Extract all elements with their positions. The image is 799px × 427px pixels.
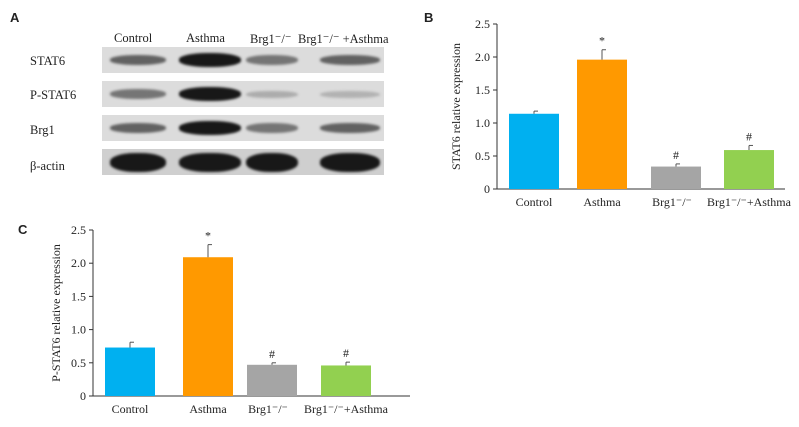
panel-c-y-axis-label: P-STAT6 relative expression xyxy=(49,244,63,382)
blot-band-beta-actin-asthma xyxy=(179,152,241,172)
blot-band-stat6-asthma xyxy=(179,53,241,67)
panel-b-y-tick-label: 1.5 xyxy=(475,83,490,97)
blot-row-label-beta-actin: β-actin xyxy=(30,159,65,173)
panel-b-significance-mark: # xyxy=(673,148,679,162)
panel-c-letter: C xyxy=(18,222,28,237)
blot-band-beta-actin-brg1-ko-asthma xyxy=(320,152,380,172)
blot-lane-label-control: Control xyxy=(114,31,153,45)
blot-band-brg1-asthma xyxy=(179,121,241,135)
panel-c-category-label: Brg1⁻/⁻ xyxy=(248,402,288,416)
blot-band-beta-actin-control xyxy=(110,152,166,172)
panel-c-y-tick-label: 0 xyxy=(80,389,86,403)
blot-strip-brg1 xyxy=(102,115,384,141)
panel-c-bar xyxy=(247,364,297,396)
panel-c-category-label: Asthma xyxy=(189,402,227,416)
panel-a-letter: A xyxy=(10,10,20,25)
panel-c-bar xyxy=(105,347,155,396)
panel-b-bar xyxy=(509,113,559,189)
panel-b-category-label: Brg1⁻/⁻ xyxy=(652,195,692,209)
panel-b-y-tick-label: 2.0 xyxy=(475,50,490,64)
panel-c-category-label: Brg1⁻/⁻+Asthma xyxy=(304,402,389,416)
panel-c-category-label: Control xyxy=(112,402,149,416)
chart-p-stat6: 0 0.5 1.0 1.5 2.0 2.5 P-STAT6 relative express… xyxy=(49,223,410,416)
panel-b-y-tick-label: 1.0 xyxy=(475,116,490,130)
blot-band-stat6-brg1-ko xyxy=(246,55,298,65)
panel-b-significance-mark: * xyxy=(599,34,605,48)
blot-row-label-brg1: Brg1 xyxy=(30,123,55,137)
panel-c-y-tick-label: 1.5 xyxy=(71,289,86,303)
blot-band-p-stat6-asthma xyxy=(179,87,241,101)
blot-row-label-p-stat6: P-STAT6 xyxy=(30,88,77,102)
blot-band-brg1-brg1-ko xyxy=(246,123,298,133)
chart-stat6: 0 0.5 1.0 1.5 2.0 2.5 STAT6 relative expressio… xyxy=(449,17,792,209)
blot-band-p-stat6-brg1-ko-asthma xyxy=(320,90,380,98)
panel-b-bar xyxy=(651,166,701,189)
blot-band-stat6-brg1-ko-asthma xyxy=(320,55,380,65)
blot-strip-stat6 xyxy=(102,47,384,73)
blot-band-brg1-control xyxy=(110,123,166,133)
panel-b-bar xyxy=(724,150,774,189)
panel-c-y-tick-label: 2.5 xyxy=(71,223,86,237)
panel-c-bar xyxy=(183,257,233,396)
blot-lane-label-brg1-ko: Brg1⁻/⁻ xyxy=(250,32,292,46)
panel-b-y-tick-label: 0 xyxy=(484,182,490,196)
panel-b-y-tick-label: 2.5 xyxy=(475,17,490,31)
blot-band-beta-actin-brg1-ko xyxy=(246,152,298,172)
blot-band-stat6-control xyxy=(110,55,166,65)
panel-c-significance-mark: # xyxy=(269,347,275,361)
panel-b-category-label: Control xyxy=(516,195,553,209)
panel-b-bar xyxy=(577,59,627,189)
panel-c-y-tick-label: 1.0 xyxy=(71,323,86,337)
panel-b-letter: B xyxy=(424,10,434,25)
blot-strip-beta-actin xyxy=(102,149,384,175)
panel-c-significance-mark: * xyxy=(205,229,211,243)
blot-row-label-stat6: STAT6 xyxy=(30,54,66,68)
blot-lane-label-brg1-ko-asthma: Brg1⁻/⁻ +Asthma xyxy=(298,32,389,46)
panel-b-significance-mark: # xyxy=(746,129,752,143)
blot-strip-p-stat6 xyxy=(102,81,384,107)
panel-b-y-tick-label: 0.5 xyxy=(475,149,490,163)
blot-band-brg1-brg1-ko-asthma xyxy=(320,123,380,133)
panel-b-y-axis-label: STAT6 relative expression xyxy=(449,43,463,170)
panel-c-significance-mark: # xyxy=(343,346,349,360)
blot-band-p-stat6-control xyxy=(110,89,166,99)
panel-c-y-tick-label: 2.0 xyxy=(71,256,86,270)
panel-b-category-label: Brg1⁻/⁻+Asthma xyxy=(707,195,792,209)
blot-band-p-stat6-brg1-ko xyxy=(246,90,298,98)
panel-c-bar xyxy=(321,365,371,396)
blot-lane-label-asthma: Asthma xyxy=(186,31,225,45)
panel-b-category-label: Asthma xyxy=(583,195,621,209)
panel-c-y-tick-label: 0.5 xyxy=(71,356,86,370)
